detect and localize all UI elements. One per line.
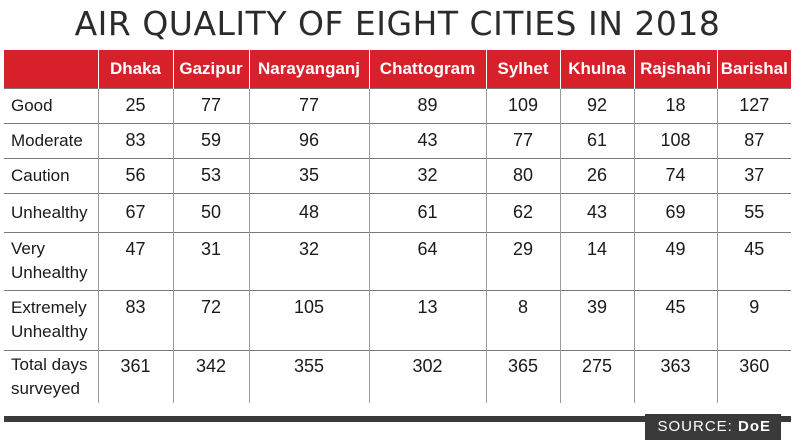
table-cell: 108 [633, 122, 717, 158]
table-cell: 25 [97, 87, 173, 123]
table-cell: 37 [716, 157, 791, 193]
table-cell: 83 [97, 289, 173, 350]
table-row: Caution 56 53 35 32 80 26 74 37 [4, 157, 791, 193]
table-cell: 360 [716, 349, 791, 403]
table-cell: 342 [172, 349, 249, 403]
table-cell: 61 [368, 192, 486, 232]
table-cell: 39 [559, 289, 634, 350]
column-header-rajshahi: Rajshahi [633, 50, 717, 88]
table-cell: 77 [172, 87, 249, 123]
table-cell: 14 [559, 231, 634, 290]
table-cell: 18 [633, 87, 717, 123]
table-cell: 77 [485, 122, 560, 158]
column-header-sylhet: Sylhet [485, 50, 560, 88]
table-cell: 365 [485, 349, 560, 403]
table-cell: 87 [716, 122, 791, 158]
table-row: Total days surveyed 361 342 355 302 365 … [4, 349, 791, 403]
table-cell: 355 [248, 349, 369, 403]
table-cell: 127 [716, 87, 791, 123]
table-cell: 105 [248, 289, 369, 350]
table-cell: 31 [172, 231, 249, 290]
table-row: Good 25 77 77 89 109 92 18 127 [4, 87, 791, 123]
table-cell: 45 [716, 231, 791, 290]
table-cell: 109 [485, 87, 560, 123]
table-cell: 32 [248, 231, 369, 290]
table-cell: 50 [172, 192, 249, 232]
source-value: DoE [738, 418, 771, 435]
table-cell: 43 [368, 122, 486, 158]
table-cell: 74 [633, 157, 717, 193]
table-cell: 32 [368, 157, 486, 193]
table-cell: 26 [559, 157, 634, 193]
column-header-khulna: Khulna [559, 50, 634, 88]
row-label: Very Unhealthy [4, 231, 98, 290]
row-label: Extremely Unhealthy [4, 289, 98, 350]
chart-title: AIR QUALITY OF EIGHT CITIES IN 2018 [74, 4, 721, 43]
table-cell: 61 [559, 122, 634, 158]
table-cell: 80 [485, 157, 560, 193]
table-cell: 47 [97, 231, 173, 290]
table-row: Moderate 83 59 96 43 77 61 108 87 [4, 122, 791, 158]
table-cell: 43 [559, 192, 634, 232]
row-label: Unhealthy [4, 192, 98, 232]
table-cell: 62 [485, 192, 560, 232]
table-cell: 35 [248, 157, 369, 193]
bottom-rule [4, 416, 791, 422]
table-cell: 9 [716, 289, 791, 350]
table-cell: 45 [633, 289, 717, 350]
column-header-gazipur: Gazipur [172, 50, 249, 88]
column-header-dhaka: Dhaka [97, 50, 173, 88]
air-quality-table: Dhaka Gazipur Narayanganj Chattogram Syl… [4, 50, 791, 403]
column-header-barishal: Barishal [716, 50, 791, 88]
table-cell: 13 [368, 289, 486, 350]
table-cell: 363 [633, 349, 717, 403]
table-cell: 302 [368, 349, 486, 403]
table-cell: 53 [172, 157, 249, 193]
table-cell: 64 [368, 231, 486, 290]
table-row: Extremely Unhealthy 83 72 105 13 8 39 45… [4, 289, 791, 350]
column-header-chattogram: Chattogram [368, 50, 486, 88]
table-cell: 56 [97, 157, 173, 193]
row-label: Caution [4, 157, 98, 193]
table-row: Very Unhealthy 47 31 32 64 29 14 49 45 [4, 231, 791, 290]
row-label: Good [4, 87, 98, 123]
table-cell: 361 [97, 349, 173, 403]
table-cell: 29 [485, 231, 560, 290]
table-cell: 8 [485, 289, 560, 350]
table-cell: 55 [716, 192, 791, 232]
header-corner [4, 50, 98, 88]
table-cell: 69 [633, 192, 717, 232]
header-row: Dhaka Gazipur Narayanganj Chattogram Syl… [4, 50, 791, 88]
row-label: Moderate [4, 122, 98, 158]
row-label: Total days surveyed [4, 349, 98, 403]
table-cell: 49 [633, 231, 717, 290]
table-cell: 67 [97, 192, 173, 232]
table-cell: 77 [248, 87, 369, 123]
source-label: SOURCE: [657, 418, 733, 435]
column-header-narayanganj: Narayanganj [248, 50, 369, 88]
table-cell: 92 [559, 87, 634, 123]
table-cell: 96 [248, 122, 369, 158]
table-cell: 83 [97, 122, 173, 158]
table-cell: 275 [559, 349, 634, 403]
table-cell: 59 [172, 122, 249, 158]
source-badge: SOURCE: DoE [645, 414, 781, 440]
table-cell: 72 [172, 289, 249, 350]
table-cell: 48 [248, 192, 369, 232]
table-cell: 89 [368, 87, 486, 123]
table-row: Unhealthy 67 50 48 61 62 43 69 55 [4, 192, 791, 232]
